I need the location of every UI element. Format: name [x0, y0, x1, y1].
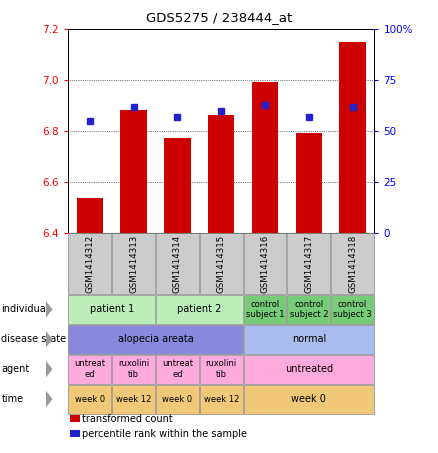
Bar: [339, 42, 366, 233]
Text: patient 2: patient 2: [177, 304, 222, 314]
Bar: [208, 115, 234, 233]
Text: control
subject 3: control subject 3: [333, 300, 372, 319]
Text: GSM1414312: GSM1414312: [85, 235, 94, 293]
Text: GDS5275 / 238444_at: GDS5275 / 238444_at: [146, 11, 292, 24]
Text: week 0: week 0: [75, 395, 105, 404]
Bar: [77, 198, 103, 233]
Text: percentile rank within the sample: percentile rank within the sample: [82, 429, 247, 439]
Bar: [120, 110, 147, 233]
Text: patient 1: patient 1: [89, 304, 134, 314]
Text: normal: normal: [292, 334, 326, 344]
Text: untreated: untreated: [285, 364, 333, 374]
Text: untreat
ed: untreat ed: [162, 360, 193, 379]
Text: ruxolini
tib: ruxolini tib: [205, 360, 237, 379]
Text: time: time: [1, 394, 24, 404]
Text: GSM1414315: GSM1414315: [217, 235, 226, 293]
Bar: [164, 138, 191, 233]
Text: control
subject 1: control subject 1: [246, 300, 284, 319]
Text: week 0: week 0: [291, 394, 326, 404]
Text: GSM1414316: GSM1414316: [261, 235, 269, 293]
Bar: [252, 82, 278, 233]
Text: week 12: week 12: [116, 395, 151, 404]
Text: disease state: disease state: [1, 334, 67, 344]
Text: GSM1414314: GSM1414314: [173, 235, 182, 293]
Bar: [296, 133, 322, 233]
Text: transformed count: transformed count: [82, 414, 173, 424]
Text: GSM1414313: GSM1414313: [129, 235, 138, 293]
Text: week 0: week 0: [162, 395, 192, 404]
Text: control
subject 2: control subject 2: [290, 300, 328, 319]
Text: agent: agent: [1, 364, 29, 374]
Text: ruxolini
tib: ruxolini tib: [118, 360, 149, 379]
Text: GSM1414317: GSM1414317: [304, 235, 313, 293]
Text: week 12: week 12: [204, 395, 239, 404]
Text: untreat
ed: untreat ed: [74, 360, 105, 379]
Text: individual: individual: [1, 304, 49, 314]
Text: GSM1414318: GSM1414318: [348, 235, 357, 293]
Text: alopecia areata: alopecia areata: [118, 334, 193, 344]
